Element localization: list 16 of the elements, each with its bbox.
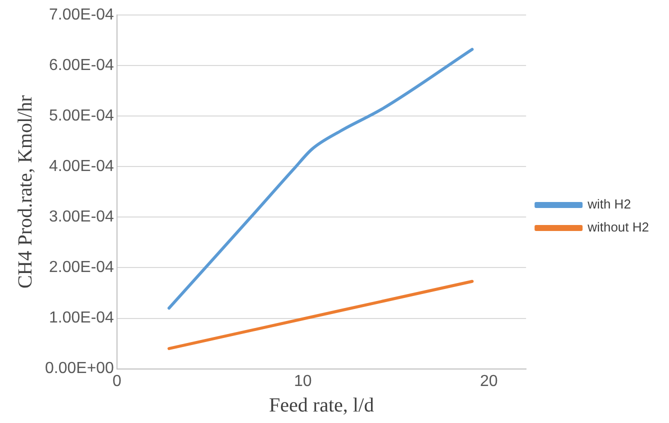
x-tick-label: 0 (112, 372, 122, 390)
y-tick-label: 3.00E-04 (49, 208, 114, 226)
legend-label: without H2 (586, 220, 649, 235)
y-tick-label: 2.00E-04 (49, 259, 114, 276)
y-tick-label: 4.00E-04 (49, 158, 114, 176)
y-tick-label: 6.00E-04 (49, 56, 114, 74)
x-tick-label: 20 (480, 372, 498, 390)
y-tick-label: 5.00E-04 (49, 107, 114, 124)
y-axis-title: CH4 Prod.rate, Kmol/hr (14, 94, 36, 289)
x-axis-title: Feed rate, l/d (269, 394, 374, 416)
line-series (168, 48, 474, 310)
legend-label: with H2 (586, 196, 631, 212)
y-tick-label: 1.00E-04 (49, 310, 114, 327)
x-tick-label: 10 (294, 372, 312, 390)
y-tick-label: 0.00E+00 (45, 360, 114, 378)
y-tick-label: 7.00E-04 (49, 6, 114, 24)
